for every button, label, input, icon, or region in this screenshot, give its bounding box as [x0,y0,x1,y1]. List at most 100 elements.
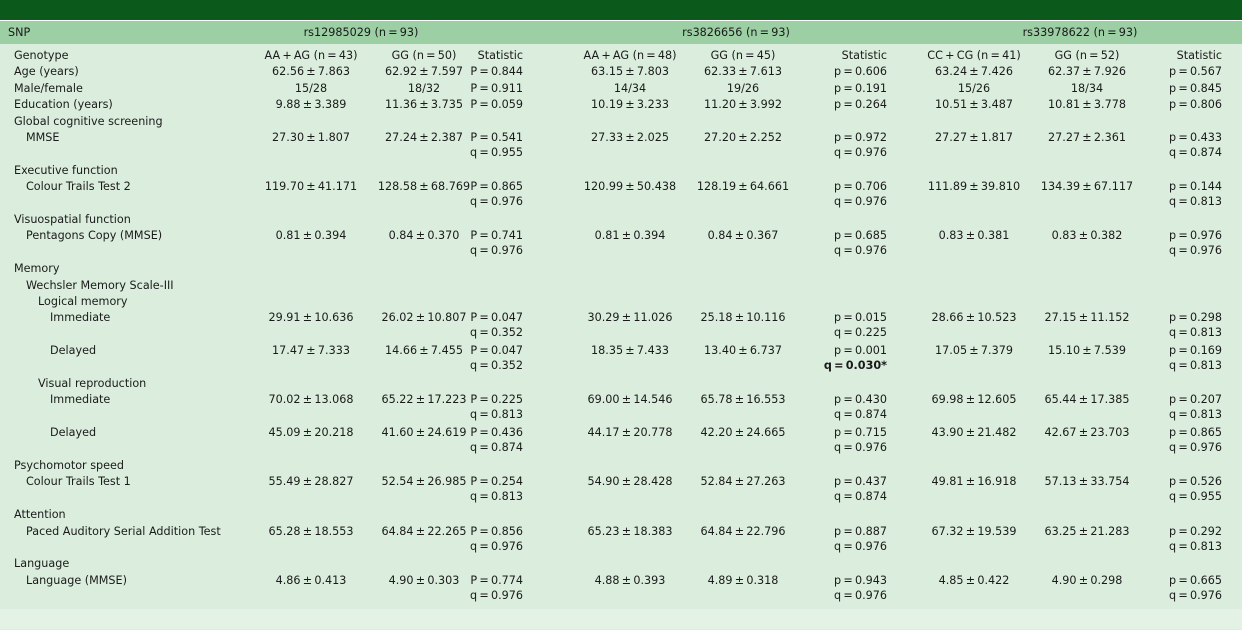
statistic-cell: p = 0.207 q = 0.813 [1169,392,1222,422]
statistic-cell: p = 0.887 q = 0.976 [834,524,887,554]
q-value: q = 0.813 [1169,408,1222,422]
p-value: P = 0.911 [470,81,523,95]
value-cell: 119.70 ± 41.171 [264,180,358,194]
statistic-header: Statistic [1176,49,1222,62]
value-cell: 128.19 ± 64.661 [696,180,790,194]
statistic-cell: p = 0.437 q = 0.874 [834,474,887,504]
value-cell: 17.05 ± 7.379 [935,344,1013,358]
value-cell: 19/26 [726,81,760,95]
q-value: q = 0.976 [1169,441,1222,455]
q-value: q = 0.813 [1169,539,1222,553]
value-cell: 54.90 ± 28.428 [587,475,673,489]
value-cell: 0.84 ± 0.370 [388,229,460,243]
section-label: Memory [14,262,60,276]
q-value: q = 0.976 [470,539,523,553]
value-cell: 49.81 ± 16.918 [931,475,1017,489]
row-label: Age (years) [14,65,79,79]
value-cell: 65.44 ± 17.385 [1044,393,1130,407]
value-cell: 10.51 ± 3.487 [935,98,1013,112]
value-cell: 67.32 ± 19.539 [931,524,1017,538]
value-cell: 111.89 ± 39.810 [927,180,1021,194]
table-footer [0,609,1242,629]
q-value: q = 0.955 [470,146,523,159]
value-cell: 0.83 ± 0.381 [938,229,1010,243]
value-cell: 27.15 ± 11.152 [1044,311,1130,325]
genotype-header: AA + AG (n = 48) [583,49,677,62]
value-cell: 27.27 ± 1.817 [935,131,1013,144]
value-cell: 26.02 ± 10.807 [381,311,467,325]
q-value: q = 0.225 [834,326,887,340]
value-cell: 4.90 ± 0.298 [1051,573,1123,587]
p-value: p = 0.001 [834,344,887,358]
q-value: q = 0.976 [834,588,887,602]
snp-header: SNP [8,26,31,39]
value-cell: 27.33 ± 2.025 [591,131,669,144]
statistic-cell: p = 0.715 q = 0.976 [834,425,887,455]
q-value: q = 0.976 [1169,244,1222,258]
q-value: q = 0.352 [470,326,523,340]
q-value: q = 0.874 [1169,146,1222,159]
p-value: p = 0.207 [1169,393,1222,407]
group-header-rs33978622: rs33978622 (n = 93) [1022,26,1138,39]
p-value: p = 0.887 [834,524,887,538]
section-label: Logical memory [38,295,128,308]
value-cell: 0.81 ± 0.394 [275,229,347,243]
statistic-cell: p = 0.706 q = 0.976 [834,179,887,209]
p-value: P = 0.865 [470,180,523,194]
value-cell: 120.99 ± 50.438 [583,180,677,194]
value-cell: 70.02 ± 13.068 [268,393,354,407]
q-value: q = 0.813 [1169,326,1222,340]
value-cell: 0.83 ± 0.382 [1051,229,1123,243]
q-value: q = 0.813 [470,408,523,422]
statistic-cell: p = 0.191 [834,81,887,96]
value-cell: 69.98 ± 12.605 [931,393,1017,407]
section-label: Psychomotor speed [14,459,125,472]
p-value: p = 0.264 [834,98,887,112]
value-cell: 10.81 ± 3.778 [1048,98,1126,112]
p-value: p = 0.685 [834,229,887,243]
p-value: P = 0.436 [470,426,523,440]
p-value: p = 0.433 [1169,131,1222,144]
p-value: P = 0.741 [470,229,523,243]
statistic-cell: P = 0.436 q = 0.874 [470,425,523,455]
p-value: p = 0.144 [1169,180,1222,194]
statistic-cell: p = 0.943 q = 0.976 [834,573,887,603]
statistic-cell: p = 0.015 q = 0.225 [834,310,887,340]
p-value: p = 0.015 [834,311,887,325]
value-cell: 65.78 ± 16.553 [700,393,786,407]
group-header-rs12985029: rs12985029 (n = 93) [303,26,419,39]
statistic-cell: P = 0.541 q = 0.955 [470,130,523,160]
value-cell: 28.66 ± 10.523 [931,311,1017,325]
q-value: q = 0.874 [834,408,887,422]
q-value: q = 0.976 [470,195,523,209]
p-value: p = 0.865 [1169,426,1222,440]
value-cell: 14.66 ± 7.455 [385,344,463,358]
value-cell: 42.67 ± 23.703 [1044,426,1130,440]
statistic-cell: p = 0.001 q = 0.030* [824,343,887,373]
q-value: q = 0.976 [834,146,887,159]
value-cell: 11.36 ± 3.735 [385,98,463,112]
p-value: p = 0.706 [834,180,887,194]
value-cell: 62.33 ± 7.613 [704,65,782,79]
value-cell: 15.10 ± 7.539 [1048,344,1126,358]
q-value: q = 0.352 [470,359,523,373]
value-cell: 63.25 ± 21.283 [1044,524,1130,538]
value-cell: 43.90 ± 21.482 [931,426,1017,440]
statistic-cell: P = 0.254 q = 0.813 [470,474,523,504]
statistic-cell: p = 0.298 q = 0.813 [1169,310,1222,340]
p-value: p = 0.976 [1169,229,1222,243]
value-cell: 41.60 ± 24.619 [381,426,467,440]
value-cell: 57.13 ± 33.754 [1044,475,1130,489]
value-cell: 128.58 ± 68.769 [377,180,471,194]
value-cell: 64.84 ± 22.265 [381,524,467,538]
p-value: P = 0.774 [470,573,523,587]
p-value: p = 0.292 [1169,524,1222,538]
top-bar [0,0,1242,20]
value-cell: 63.24 ± 7.426 [935,65,1013,79]
statistic-cell: p = 0.685 q = 0.976 [834,228,887,258]
value-cell: 52.84 ± 27.263 [700,475,786,489]
q-value: q = 0.874 [834,490,887,504]
statistic-cell: p = 0.806 [1169,97,1222,112]
statistic-header: Statistic [841,49,887,62]
statistic-cell: p = 0.433 q = 0.874 [1169,130,1222,160]
